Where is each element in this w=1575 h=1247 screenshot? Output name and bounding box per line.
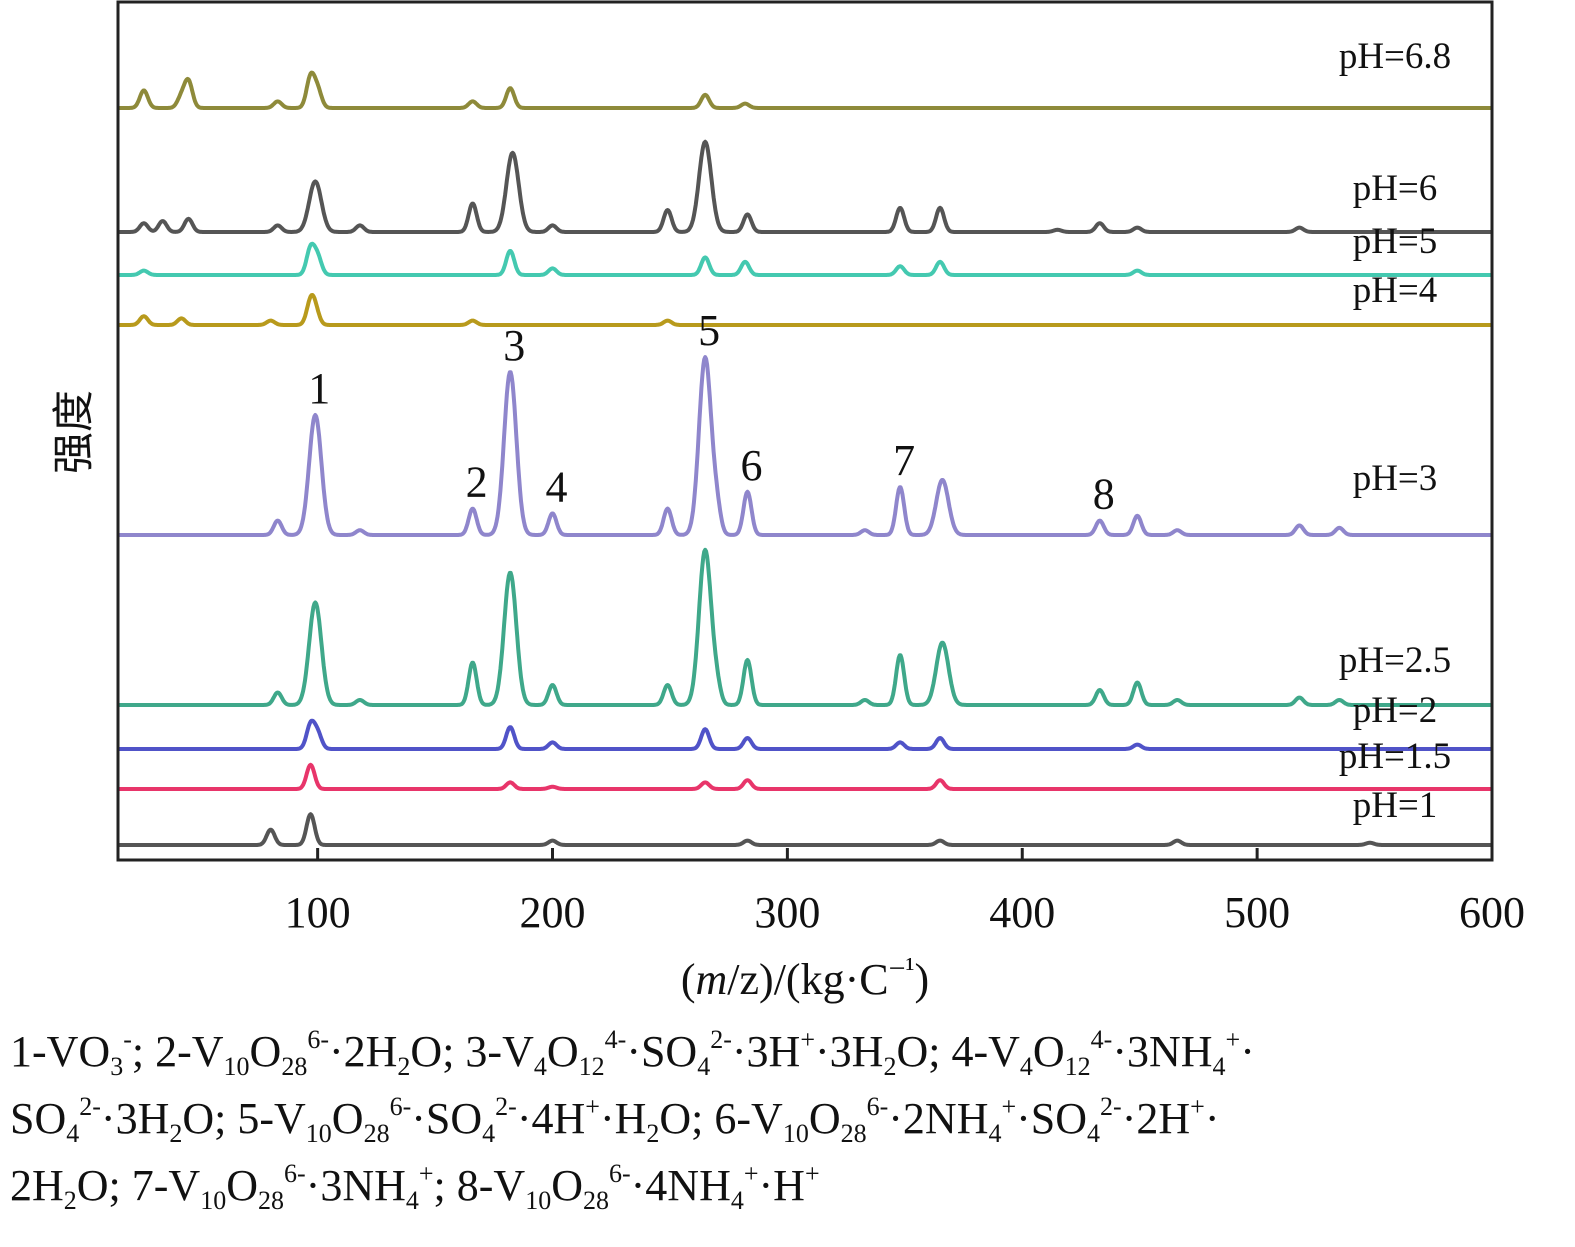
label-layer: pH=6.8 pH=6 pH=5 pH=4 pH=3 pH=2.5 pH=2 pH=1.5 pH…	[308, 36, 1451, 826]
x-tick-label: 400	[989, 888, 1055, 937]
series-label: pH=1.5	[1339, 736, 1451, 777]
series-line-pH1	[116, 812, 1493, 847]
series-layer	[116, 70, 1493, 847]
peak-label: 3	[503, 321, 525, 370]
series-label: pH=2.5	[1339, 640, 1451, 681]
series-label: pH=6.8	[1339, 36, 1451, 77]
series-line-pH25	[116, 547, 1493, 707]
y-axis-label: 强度	[49, 390, 98, 474]
peak-label: 5	[698, 306, 720, 355]
series-line-pH15	[116, 762, 1493, 791]
series-label: pH=4	[1353, 270, 1438, 311]
x-tick-label: 200	[520, 888, 586, 937]
peak-label: 7	[893, 436, 915, 485]
plot-frame	[116, 0, 1494, 862]
peak-label: 8	[1093, 470, 1115, 519]
x-tick-label: 600	[1459, 888, 1525, 937]
x-tick-label: 300	[754, 888, 820, 937]
peak-label: 2	[466, 458, 488, 507]
peak-label: 4	[546, 462, 568, 511]
x-tick-label: 500	[1224, 888, 1290, 937]
spectrum-chart: pH=6.8 pH=6 pH=5 pH=4 pH=3 pH=2.5 pH=2 pH=1.5 pH…	[49, 0, 1525, 1004]
x-tick-label: 100	[285, 888, 351, 937]
legend-line: 1-VO3-; 2-V10O286-·2H2O; 3-V4O124-·SO42-…	[10, 1025, 1255, 1081]
x-axis: 100 200 300 400 500 600	[285, 848, 1525, 937]
series-line-pH5	[116, 241, 1493, 277]
series-label: pH=1	[1353, 785, 1438, 826]
peak-label: 1	[308, 364, 330, 413]
series-line-pH3	[116, 355, 1493, 537]
legend-line: 2H2O; 7-V10O286-·3NH4+; 8-V10O286-·4NH4+…	[10, 1159, 820, 1215]
series-label: pH=2	[1353, 690, 1438, 731]
series-label: pH=3	[1353, 458, 1438, 499]
x-axis-label: (m/z)/(kg·C−¹)	[681, 952, 929, 1004]
series-line-pH2	[116, 718, 1493, 751]
series-line-pH68	[116, 70, 1493, 110]
peak-assignment-legend: 1-VO3-; 2-V10O286-·2H2O; 3-V4O124-·SO42-…	[10, 1018, 1565, 1219]
series-line-pH6	[116, 139, 1493, 234]
legend-line: SO42-·3H2O; 5-V10O286-·SO42-·4H+·H2O; 6-…	[10, 1092, 1220, 1148]
series-label: pH=5	[1353, 221, 1438, 262]
series-label: pH=6	[1353, 168, 1438, 209]
series-line-pH4	[116, 293, 1493, 327]
peak-label: 6	[740, 441, 762, 490]
